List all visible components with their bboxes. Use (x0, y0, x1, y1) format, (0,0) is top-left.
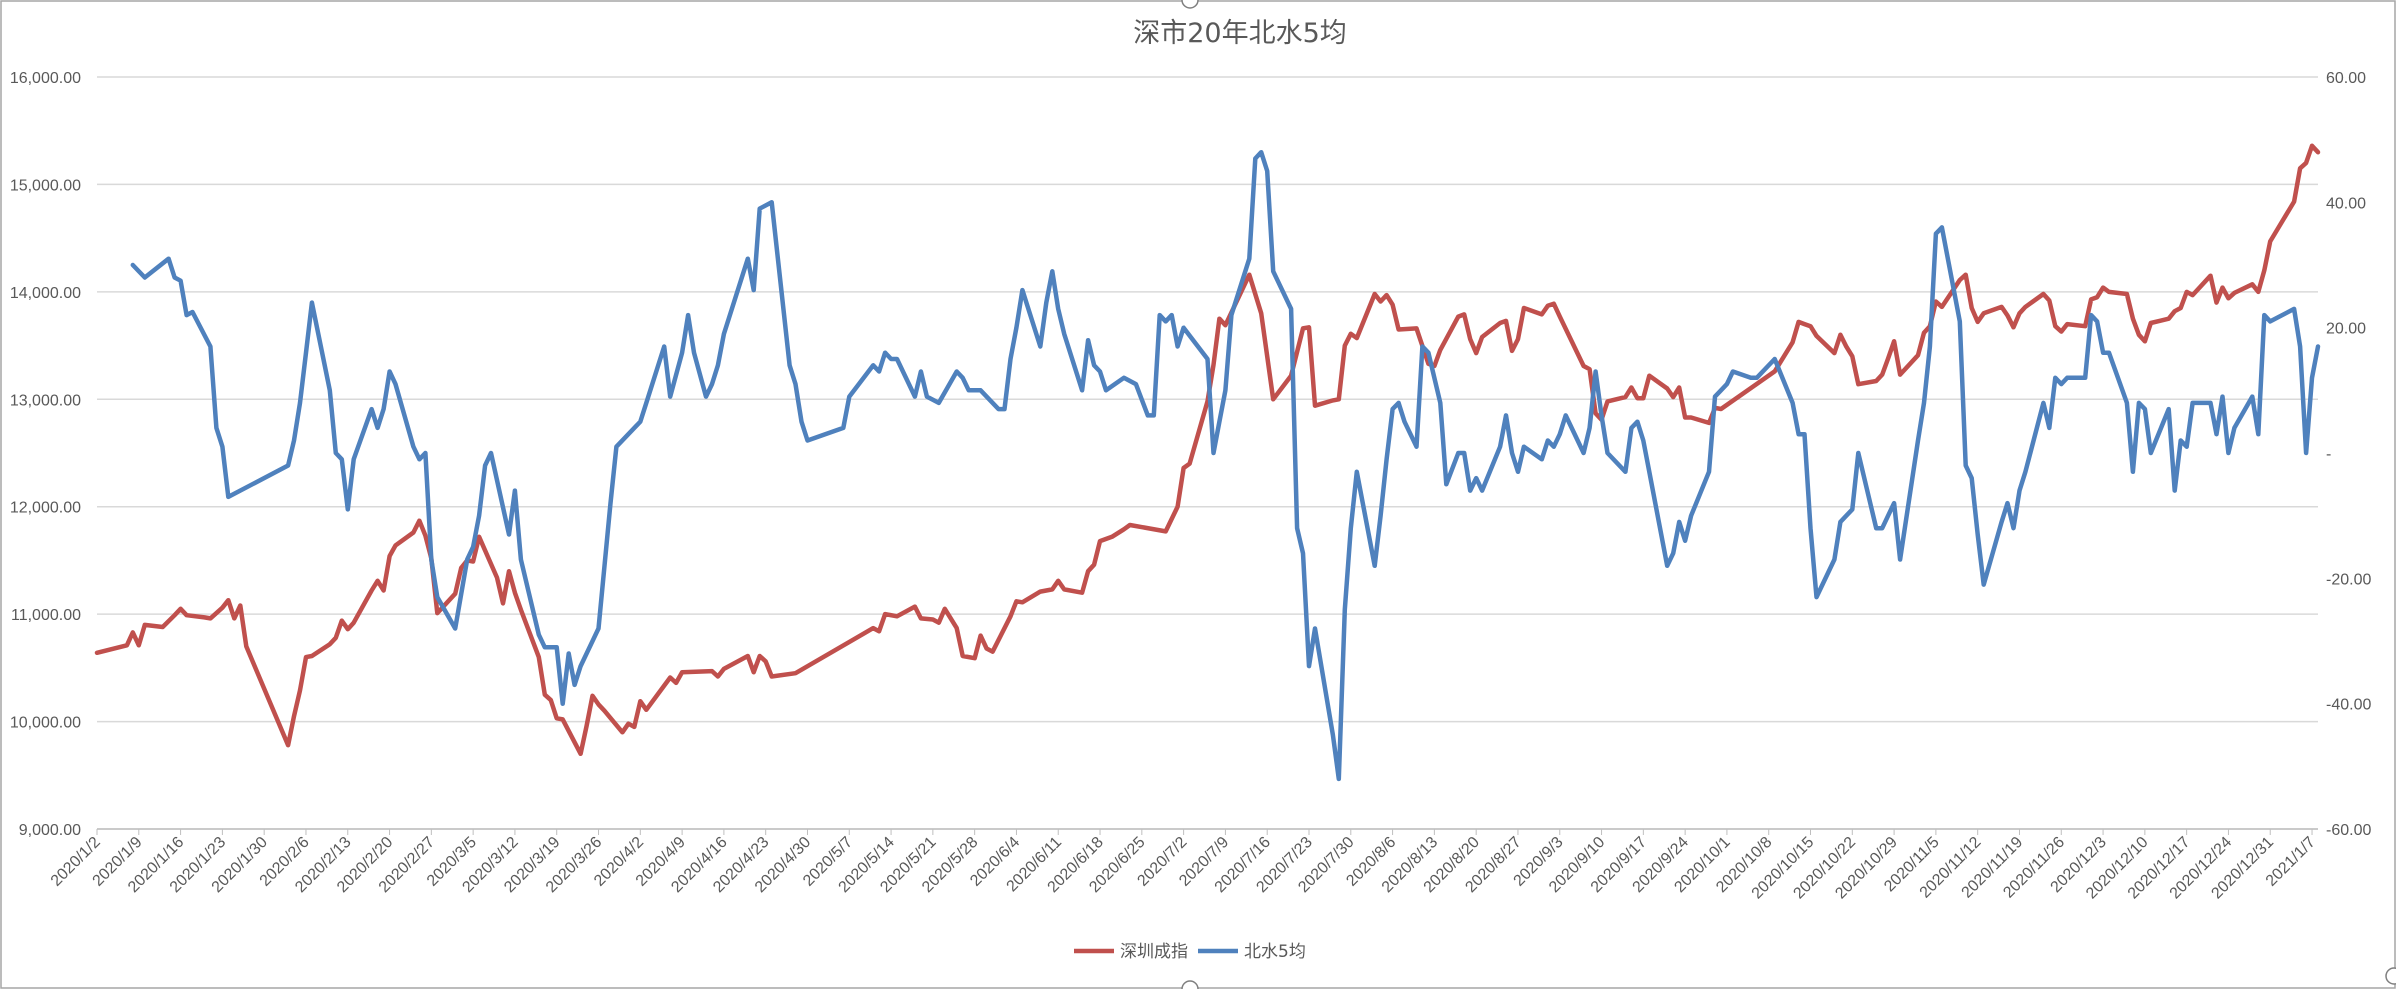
left-tick-label: 9,000.00 (19, 822, 81, 839)
resize-handle-top[interactable] (1181, 0, 1199, 9)
gridlines (97, 76, 2318, 830)
right-tick-label: -40.00 (2326, 697, 2371, 714)
legend: 深圳成指 北水5均 (1074, 942, 1306, 962)
series-line-2 (130, 149, 2321, 782)
legend-label-2: 北水5均 (1244, 942, 1306, 962)
resize-handle-bottom[interactable] (1181, 980, 1199, 989)
right-tick-label: 60.00 (2326, 70, 2366, 87)
series-line-1 (94, 143, 2321, 757)
legend-label-1: 深圳成指 (1120, 942, 1188, 962)
right-tick-label: -20.00 (2326, 571, 2371, 588)
resize-handle-bottom-right[interactable] (2385, 967, 2396, 985)
series-lines (94, 143, 2321, 782)
right-tick-label: - (2326, 446, 2331, 463)
right-tick-label: 40.00 (2326, 195, 2366, 212)
left-tick-label: 11,000.00 (11, 607, 81, 624)
x-axis-ticks: 2020/1/22020/1/92020/1/162020/1/232020/1… (48, 828, 2319, 902)
left-axis-ticks: 9,000.00 10,000.00 11,000.00 12,000.00 13,00… (10, 70, 81, 839)
left-tick-label: 15,000.00 (10, 177, 81, 194)
left-tick-label: 12,000.00 (10, 500, 81, 517)
left-tick-label: 16,000.00 (10, 70, 81, 87)
left-tick-label: 14,000.00 (10, 285, 81, 302)
chart-title: 深市20年北水5均 (1133, 18, 1347, 49)
left-tick-label: 13,000.00 (10, 392, 81, 409)
right-tick-label: -60.00 (2326, 822, 2371, 839)
left-tick-label: 10,000.00 (10, 715, 81, 732)
right-tick-label: 20.00 (2326, 321, 2366, 338)
